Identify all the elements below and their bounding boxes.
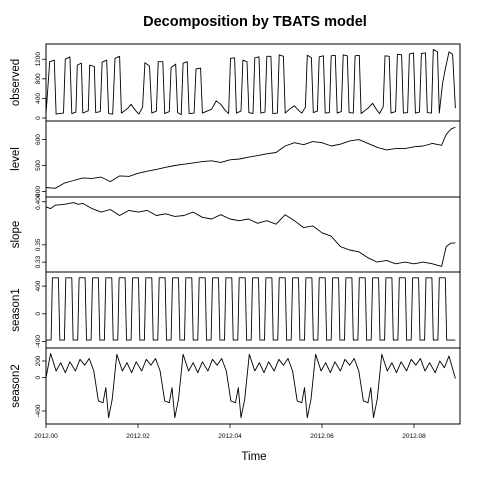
panel-level: 400 500 600 level xyxy=(10,120,461,198)
panel-season1: -400 0 400 season1 xyxy=(10,271,461,349)
panel-frame xyxy=(45,347,461,425)
panel-frame xyxy=(45,120,461,198)
y-tick-label: 400 xyxy=(35,186,42,197)
y-tick-label: 200 xyxy=(35,355,42,366)
x-tick-label: 2012.00 xyxy=(34,433,58,440)
y-tick-label: 800 xyxy=(35,73,42,84)
panel-label-level: level xyxy=(10,147,22,171)
panel-slope: 0.33 0.35 0.400 slope xyxy=(10,193,461,273)
panel-label-season1: season1 xyxy=(10,288,22,331)
y-tick-label: 0 xyxy=(35,116,42,120)
series-line-season2 xyxy=(45,353,456,419)
panel-label-observed: observed xyxy=(10,59,22,106)
panels-group: 04008001200observed400500600level0.330.3… xyxy=(10,43,461,425)
series-line-observed xyxy=(45,48,456,116)
y-tick-label: 0.33 xyxy=(35,255,42,268)
y-tick-label: 1200 xyxy=(35,52,42,67)
y-tick-label: 500 xyxy=(35,160,42,171)
x-tick-label: 2012.08 xyxy=(402,433,426,440)
panel-observed: 0 400 800 1200 observed xyxy=(10,43,461,122)
panel-frame xyxy=(45,196,461,273)
y-tick-label: 600 xyxy=(35,134,42,145)
y-tick-label: 0 xyxy=(35,376,42,380)
x-axis: 2012.00 2012.02 2012.04 2012.06 2012.08 xyxy=(34,424,426,440)
y-tick-label: 0.35 xyxy=(35,238,42,251)
series-line-season1 xyxy=(46,277,456,341)
series-line-slope xyxy=(45,202,456,267)
panel-season2: -400 0 200 season2 xyxy=(10,347,461,425)
x-axis-label: Time xyxy=(241,451,266,463)
x-tick-label: 2012.02 xyxy=(126,433,150,440)
panel-label-season2: season2 xyxy=(10,364,22,407)
y-tick-label: -400 xyxy=(35,404,42,417)
y-tick-label: 0 xyxy=(35,312,42,316)
chart-title: Decomposition by TBATS model xyxy=(143,14,367,30)
panel-label-slope: slope xyxy=(10,221,22,249)
y-tick-label: 0.400 xyxy=(35,193,42,210)
y-tick-label: 400 xyxy=(35,93,42,104)
y-tick-label: -400 xyxy=(35,335,42,348)
y-tick-label: 400 xyxy=(35,280,42,291)
x-tick-label: 2012.06 xyxy=(310,433,334,440)
x-tick-label: 2012.04 xyxy=(218,433,242,440)
series-line-level xyxy=(45,126,456,189)
